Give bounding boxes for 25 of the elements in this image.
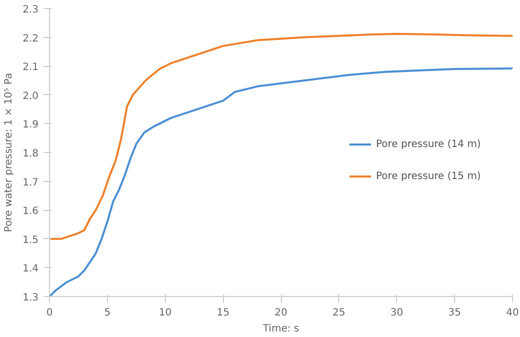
y-tick-label: 1.3 bbox=[22, 292, 39, 304]
x-tick-label: 15 bbox=[216, 308, 230, 318]
y-tick-label: 2.3 bbox=[22, 4, 39, 16]
x-tick-label: 40 bbox=[506, 308, 519, 318]
x-tick-label: 20 bbox=[274, 308, 288, 318]
y-tick-label: 1.9 bbox=[22, 120, 39, 131]
legend-label: Pore pressure (15 m) bbox=[376, 170, 481, 182]
x-tick-label: 30 bbox=[390, 308, 404, 318]
legend-label: Pore pressure (14 m) bbox=[376, 138, 481, 150]
y-tick-label: 1.4 bbox=[22, 264, 39, 275]
y-tick-label: 2.2 bbox=[22, 33, 39, 44]
y-tick-label: 2.0 bbox=[22, 90, 39, 102]
x-tick-label: 0 bbox=[46, 308, 53, 318]
y-tick-label: 1.5 bbox=[22, 234, 39, 246]
line-series bbox=[50, 32, 512, 240]
x-axis-title: Time: s bbox=[262, 324, 300, 334]
y-tick-label: 1.6 bbox=[22, 206, 39, 218]
y-tick-label: 1.7 bbox=[22, 177, 39, 188]
y-tick-label: 1.8 bbox=[22, 148, 39, 160]
x-tick-label: 5 bbox=[104, 308, 111, 318]
x-tick-label: 10 bbox=[158, 308, 172, 318]
y-axis-title: Pore water pressure: 1 × 10⁵ Pa bbox=[4, 72, 15, 232]
x-tick-label: 35 bbox=[448, 308, 461, 318]
x-tick-label: 25 bbox=[332, 308, 346, 318]
y-tick-label: 2.1 bbox=[22, 62, 39, 74]
